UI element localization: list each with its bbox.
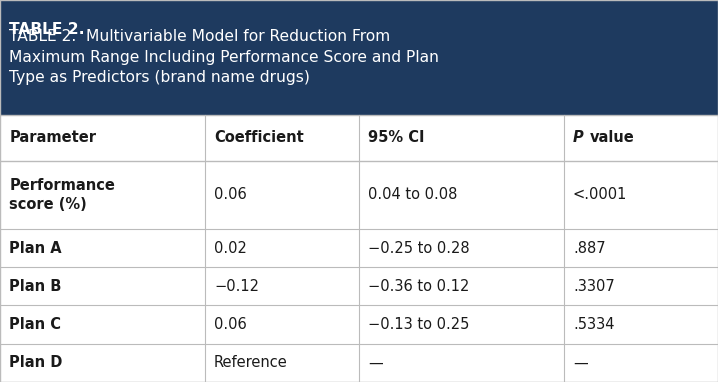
- Text: Plan A: Plan A: [9, 241, 62, 256]
- Bar: [0, 344, 718, 382]
- Bar: [0, 0, 718, 115]
- Bar: [0, 267, 718, 306]
- Text: —: —: [573, 355, 588, 371]
- Bar: [0, 229, 718, 267]
- Text: −0.36 to 0.12: −0.36 to 0.12: [368, 279, 470, 294]
- Text: −0.12: −0.12: [214, 279, 259, 294]
- Text: Plan C: Plan C: [9, 317, 61, 332]
- Bar: [0, 161, 718, 229]
- Text: TABLE 2.: TABLE 2.: [9, 22, 85, 37]
- Text: 0.06: 0.06: [214, 317, 247, 332]
- Bar: [0, 306, 718, 344]
- Text: Performance
score (%): Performance score (%): [9, 178, 115, 212]
- Text: Reference: Reference: [214, 355, 288, 371]
- Text: 0.06: 0.06: [214, 187, 247, 202]
- Text: value: value: [590, 130, 635, 145]
- Text: TABLE 2.  Multivariable Model for Reduction From
Maximum Range Including Perform: TABLE 2. Multivariable Model for Reducti…: [9, 29, 439, 85]
- Text: Coefficient: Coefficient: [214, 130, 304, 145]
- Text: <.0001: <.0001: [573, 187, 628, 202]
- Text: Plan B: Plan B: [9, 279, 62, 294]
- Text: 0.04 to 0.08: 0.04 to 0.08: [368, 187, 457, 202]
- Text: 0.02: 0.02: [214, 241, 247, 256]
- Text: .3307: .3307: [573, 279, 615, 294]
- Text: .5334: .5334: [573, 317, 615, 332]
- Text: .887: .887: [573, 241, 605, 256]
- Text: Parameter: Parameter: [9, 130, 96, 145]
- Bar: [0, 115, 718, 161]
- Text: —: —: [368, 355, 383, 371]
- Text: P: P: [573, 130, 584, 145]
- Text: −0.13 to 0.25: −0.13 to 0.25: [368, 317, 470, 332]
- Text: Plan D: Plan D: [9, 355, 62, 371]
- Text: 95% CI: 95% CI: [368, 130, 425, 145]
- Text: −0.25 to 0.28: −0.25 to 0.28: [368, 241, 470, 256]
